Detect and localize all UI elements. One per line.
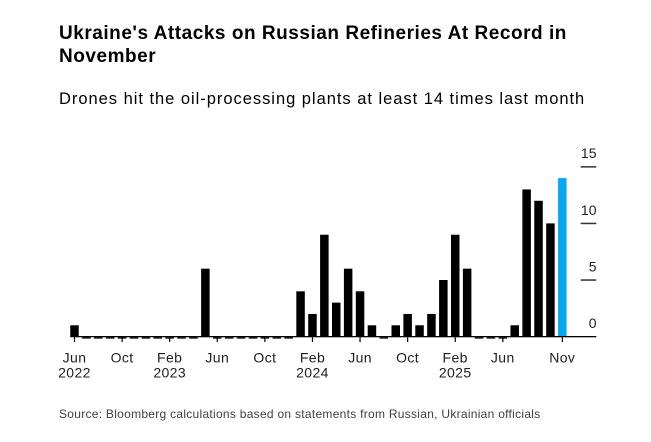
svg-text:Feb: Feb xyxy=(300,349,325,365)
svg-text:Oct: Oct xyxy=(396,349,419,365)
svg-text:2022: 2022 xyxy=(58,364,91,380)
svg-text:Jun: Jun xyxy=(491,349,515,365)
svg-text:Jun: Jun xyxy=(205,349,229,365)
svg-text:Nov: Nov xyxy=(549,349,575,365)
svg-text:Oct: Oct xyxy=(111,349,134,365)
svg-text:0: 0 xyxy=(589,315,597,331)
svg-text:Feb: Feb xyxy=(443,349,468,365)
svg-text:2023: 2023 xyxy=(153,364,186,380)
svg-text:15: 15 xyxy=(581,145,597,161)
svg-text:2024: 2024 xyxy=(296,364,329,380)
svg-text:Jun: Jun xyxy=(348,349,372,365)
svg-text:Oct: Oct xyxy=(253,349,276,365)
svg-text:10: 10 xyxy=(581,202,597,218)
svg-text:Jun: Jun xyxy=(63,349,87,365)
svg-text:Feb: Feb xyxy=(157,349,182,365)
svg-text:5: 5 xyxy=(589,258,597,274)
svg-text:2025: 2025 xyxy=(439,364,472,380)
